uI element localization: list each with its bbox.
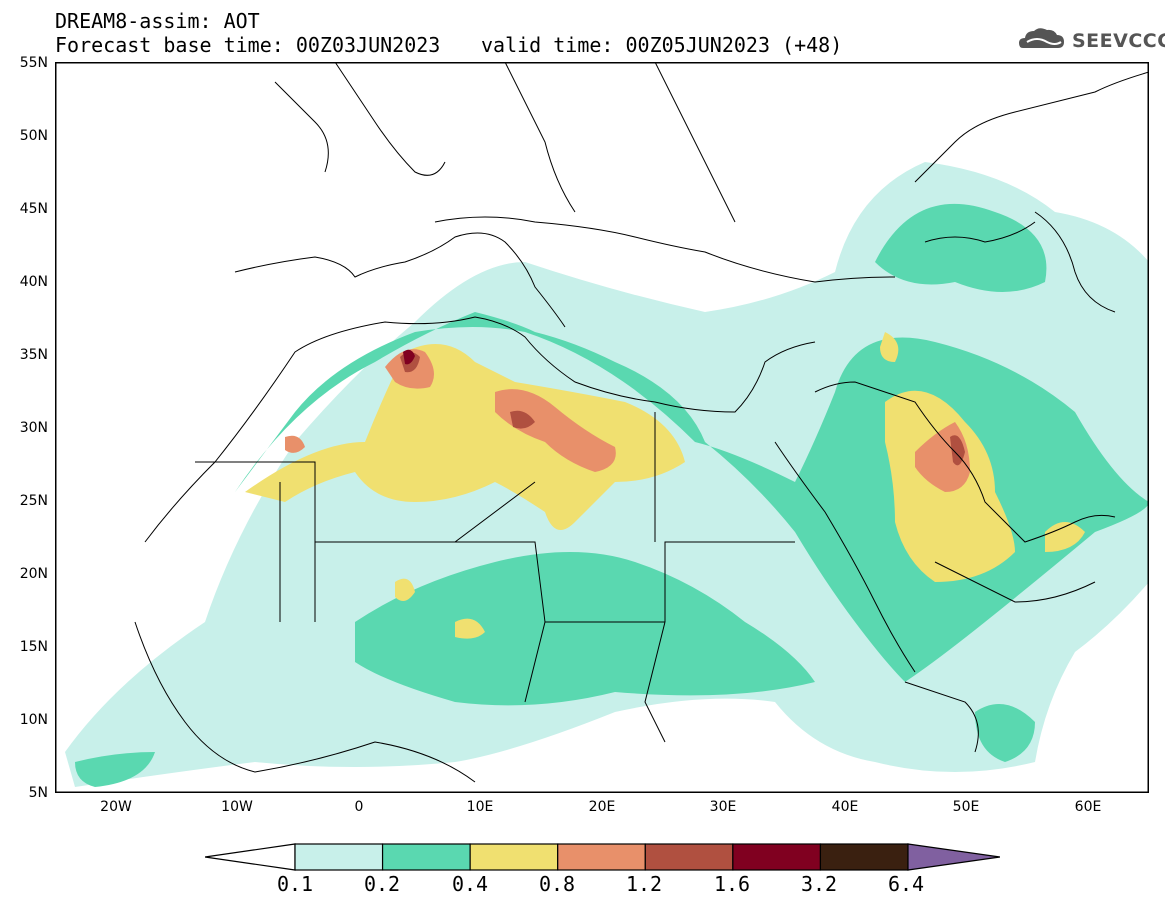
colorbar-arrow-high (907, 843, 1000, 871)
colorbar-arrow-low (205, 843, 296, 871)
colorbar-segments (294, 843, 909, 871)
lon-label: 0 (354, 799, 364, 815)
lat-label: 45N (19, 201, 48, 217)
forecast-base-time: Forecast base time: 00Z03JUN2023 (55, 33, 441, 57)
valid-time: valid time: 00Z05JUN2023 (+48) (481, 33, 843, 57)
colorbar-segment (294, 843, 384, 871)
lon-label: 10W (221, 799, 253, 815)
lat-label: 55N (19, 55, 48, 71)
coastlines (134, 62, 1149, 783)
aot-band-1.6 (403, 349, 415, 365)
lat-label: 15N (19, 639, 48, 655)
lat-label: 5N (28, 785, 48, 801)
colorbar-segment (469, 843, 559, 871)
colorbar-segment (557, 843, 646, 871)
lon-label: 10E (466, 799, 494, 815)
cloud-icon (1019, 28, 1064, 48)
logo-text: SEEVCCC (1072, 30, 1165, 52)
lat-label: 20N (19, 566, 48, 582)
lon-label: 60E (1074, 799, 1102, 815)
colorbar-label: 3.2 (800, 872, 838, 896)
lat-label: 30N (19, 420, 48, 436)
lat-label: 50N (19, 128, 48, 144)
colorbar-label: 1.2 (625, 872, 663, 896)
colorbar-segment (381, 843, 471, 871)
colorbar-label: 0.4 (451, 872, 489, 896)
colorbar-label: 6.4 (887, 872, 925, 896)
lat-label: 35N (19, 347, 48, 363)
colorbar-label: 0.8 (538, 872, 576, 896)
frame (55, 62, 1149, 793)
colorbar-segment (732, 843, 822, 871)
colorbar (205, 843, 1000, 871)
colorbar-label: 0.1 (276, 872, 314, 896)
colorbar-segment (819, 843, 909, 871)
colorbar-label: 1.6 (713, 872, 751, 896)
lon-label: 30E (709, 799, 737, 815)
lat-label: 10N (19, 712, 48, 728)
lat-label: 40N (19, 274, 48, 290)
aot-map (55, 62, 1149, 793)
colorbar-segment (644, 843, 734, 871)
lon-label: 50E (952, 799, 980, 815)
lat-label: 25N (19, 493, 48, 509)
chart-title: DREAM8-assim: AOT (55, 9, 260, 33)
lon-label: 40E (831, 799, 859, 815)
lon-label: 20W (100, 799, 132, 815)
lon-label: 20E (588, 799, 616, 815)
colorbar-label: 0.2 (363, 872, 401, 896)
